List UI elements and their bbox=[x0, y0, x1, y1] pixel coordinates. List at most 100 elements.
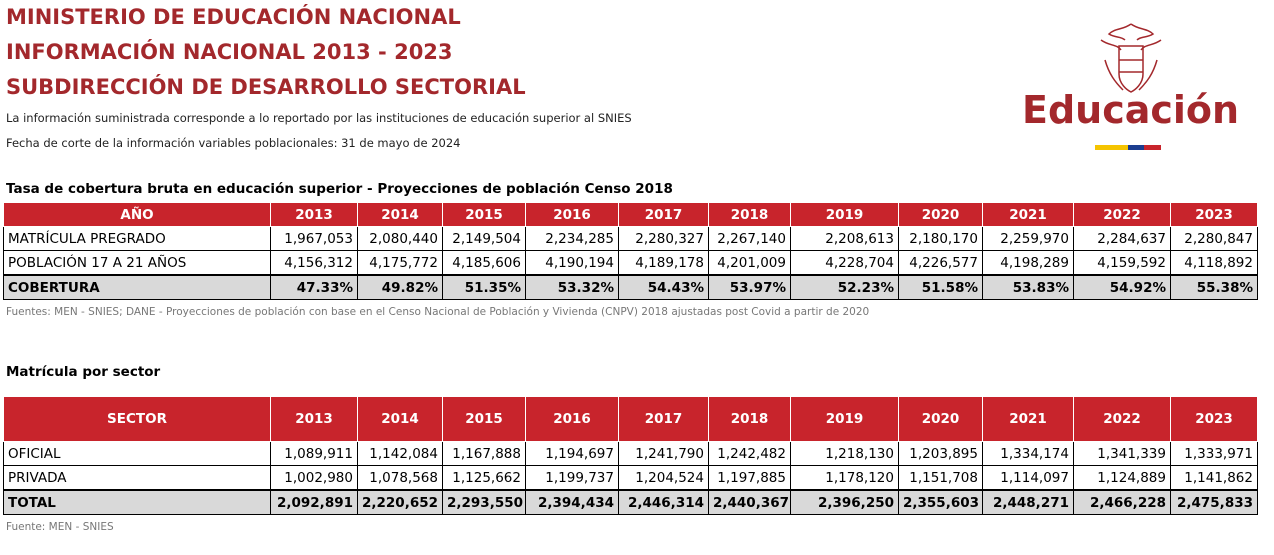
cell: 2,180,170 bbox=[898, 226, 983, 251]
cell: COBERTURA bbox=[3, 274, 271, 300]
cell: 2014 bbox=[357, 397, 443, 442]
data-table: SECTOR 2013 2014 2015 2016 2017 2018 2019 2020 20… bbox=[3, 397, 1258, 515]
cell: 2015 bbox=[442, 397, 526, 442]
cell: 1,151,708 bbox=[898, 465, 983, 491]
cell: 1,218,130 bbox=[790, 441, 899, 466]
cell: 4,189,178 bbox=[618, 250, 709, 276]
cell: OFICIAL bbox=[3, 441, 271, 466]
data-row: POBLACIÓN 17 A 21 AÑOS 4,156,312 4,175,772… bbox=[3, 250, 1258, 276]
cell: 2023 bbox=[1170, 397, 1258, 442]
cell: 2,396,250 bbox=[790, 489, 899, 515]
title-line: SUBDIRECCIÓN DE DESARROLLO SECTORIAL bbox=[6, 75, 526, 99]
cell: 1,197,885 bbox=[708, 465, 791, 491]
cell: 2019 bbox=[790, 203, 899, 227]
cell: 4,118,892 bbox=[1170, 250, 1258, 276]
cell: 1,341,339 bbox=[1073, 441, 1171, 466]
cell: 1,089,911 bbox=[270, 441, 358, 466]
cell: 2,080,440 bbox=[357, 226, 443, 251]
cell: 4,228,704 bbox=[790, 250, 899, 276]
cell: 1,241,790 bbox=[618, 441, 709, 466]
cell: 4,185,606 bbox=[442, 250, 526, 276]
cell: 4,226,577 bbox=[898, 250, 983, 276]
note: La información suministrada corresponde … bbox=[6, 111, 632, 125]
cell: 2022 bbox=[1073, 203, 1171, 227]
table-title: Tasa de cobertura bruta en educación sup… bbox=[6, 181, 673, 197]
cell: 1,114,097 bbox=[982, 465, 1074, 491]
cell: 2016 bbox=[525, 203, 619, 227]
source: Fuentes: MEN - SNIES; DANE - Proyeccione… bbox=[6, 306, 870, 318]
cell: 1,203,895 bbox=[898, 441, 983, 466]
cell: 2017 bbox=[618, 397, 709, 442]
cell: 2,259,970 bbox=[982, 226, 1074, 251]
cell: 47.33% bbox=[270, 274, 358, 300]
flag-bar bbox=[1095, 145, 1161, 150]
cell: 2,355,603 bbox=[898, 489, 983, 515]
cell: 2,394,434 bbox=[525, 489, 619, 515]
cell: 2,440,367 bbox=[708, 489, 791, 515]
cell: 1,124,889 bbox=[1073, 465, 1171, 491]
cell: 51.58% bbox=[898, 274, 983, 300]
cell: 2020 bbox=[898, 397, 983, 442]
cell: 2016 bbox=[525, 397, 619, 442]
cell: 2022 bbox=[1073, 397, 1171, 442]
cell: 2020 bbox=[898, 203, 983, 227]
cell: 53.83% bbox=[982, 274, 1074, 300]
cell: 1,142,084 bbox=[357, 441, 443, 466]
cell: 4,159,592 bbox=[1073, 250, 1171, 276]
cell: 2,280,327 bbox=[618, 226, 709, 251]
cell: 1,194,697 bbox=[525, 441, 619, 466]
cell: TOTAL bbox=[3, 489, 271, 515]
cell: 1,167,888 bbox=[442, 441, 526, 466]
cell: MATRÍCULA PREGRADO bbox=[3, 226, 271, 251]
cell: 1,333,971 bbox=[1170, 441, 1258, 466]
cell: 2,448,271 bbox=[982, 489, 1074, 515]
cell: 2015 bbox=[442, 203, 526, 227]
cell: 1,967,053 bbox=[270, 226, 358, 251]
total-row: TOTAL 2,092,891 2,220,652 2,293,550 2,394,43… bbox=[3, 489, 1258, 515]
cell: 1,125,662 bbox=[442, 465, 526, 491]
cell: POBLACIÓN 17 A 21 AÑOS bbox=[3, 250, 271, 276]
cell: 52.23% bbox=[790, 274, 899, 300]
table-title: Matrícula por sector bbox=[6, 364, 161, 380]
cell: 2,293,550 bbox=[442, 489, 526, 515]
data-row: PRIVADA 1,002,980 1,078,568 1,125,662 1,199,… bbox=[3, 465, 1258, 491]
cell: 54.92% bbox=[1073, 274, 1171, 300]
cell: 2,267,140 bbox=[708, 226, 791, 251]
cell: 2017 bbox=[618, 203, 709, 227]
title-line: INFORMACIÓN NACIONAL 2013 - 2023 bbox=[6, 40, 453, 64]
cell: 2021 bbox=[982, 397, 1074, 442]
cell: 1,178,120 bbox=[790, 465, 899, 491]
cell: 53.97% bbox=[708, 274, 791, 300]
data-table: AÑO 2013 2014 2015 2016 2017 2018 2019 2020 2021 2… bbox=[3, 203, 1258, 300]
logo-text: Educación bbox=[1022, 88, 1240, 132]
cell: 4,201,009 bbox=[708, 250, 791, 276]
cell: 4,190,194 bbox=[525, 250, 619, 276]
cell: 54.43% bbox=[618, 274, 709, 300]
cell: 2018 bbox=[708, 397, 791, 442]
cell: 1,199,737 bbox=[525, 465, 619, 491]
cell: 4,198,289 bbox=[982, 250, 1074, 276]
cell: 2,446,314 bbox=[618, 489, 709, 515]
cell: 1,078,568 bbox=[357, 465, 443, 491]
cell: 1,334,174 bbox=[982, 441, 1074, 466]
cell: 2,475,833 bbox=[1170, 489, 1258, 515]
cell: 4,156,312 bbox=[270, 250, 358, 276]
cell: AÑO bbox=[3, 203, 271, 227]
cell: 53.32% bbox=[525, 274, 619, 300]
cell: 2,466,228 bbox=[1073, 489, 1171, 515]
cell: 2,280,847 bbox=[1170, 226, 1258, 251]
cell: 4,175,772 bbox=[357, 250, 443, 276]
cell: 2018 bbox=[708, 203, 791, 227]
cell: 2,208,613 bbox=[790, 226, 899, 251]
cell: 49.82% bbox=[357, 274, 443, 300]
cell: 2023 bbox=[1170, 203, 1258, 227]
cell: 2,220,652 bbox=[357, 489, 443, 515]
cell: 1,204,524 bbox=[618, 465, 709, 491]
cell: 2,234,285 bbox=[525, 226, 619, 251]
cell: 55.38% bbox=[1170, 274, 1258, 300]
cell: 1,141,862 bbox=[1170, 465, 1258, 491]
cell: 2,092,891 bbox=[270, 489, 358, 515]
cell: 51.35% bbox=[442, 274, 526, 300]
cell: 1,002,980 bbox=[270, 465, 358, 491]
